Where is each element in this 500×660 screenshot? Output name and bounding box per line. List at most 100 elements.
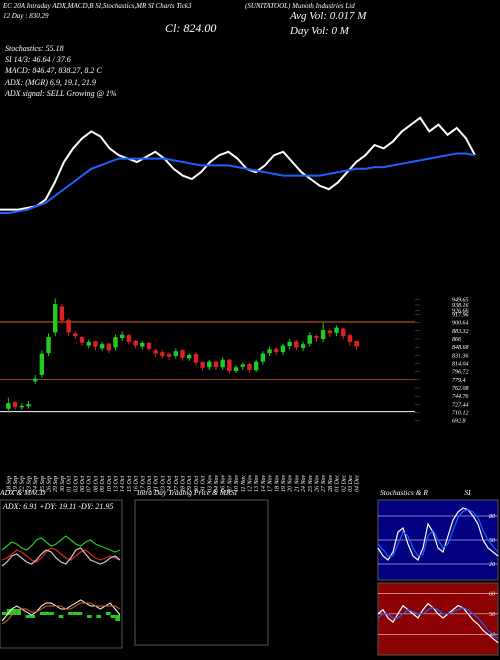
x-tick-label: 23 Sep [26, 476, 32, 492]
x-tick-label: 23 Oct [160, 476, 166, 492]
y-tick-label: 926.66 [452, 308, 469, 314]
x-tick-label: 01 Dec [335, 475, 341, 492]
candle-body [26, 404, 31, 407]
candle-body [146, 342, 152, 349]
x-tick-label: 26 Sep [47, 476, 53, 492]
candle-body [120, 334, 125, 339]
x-tick-label: 15 Oct [127, 476, 133, 492]
candle-body [294, 341, 299, 348]
candle-body [354, 340, 359, 347]
x-tick-label: 19 Nov [281, 474, 287, 492]
info-line: ADX: (MGR) 6.9, 19.1, 21.9 [4, 78, 96, 87]
candle-body [334, 327, 339, 333]
series-line [377, 607, 499, 640]
y-tick-label: 949.65 [452, 297, 469, 304]
y-tick-label: 50 [489, 538, 495, 544]
day-vol: Day Vol: 0 M [289, 25, 350, 37]
series-line [0, 152, 476, 214]
x-tick-label: 25 Nov [308, 474, 314, 492]
series-line [377, 507, 499, 561]
series-line [1, 535, 121, 553]
close: Cl: 824.00 [165, 21, 216, 35]
histogram-bar [86, 615, 92, 618]
panel-title: Intra Day Trading Price & MR [136, 488, 231, 497]
info-line: ADX signal: SELL Growing @ 1% [4, 89, 117, 98]
candle-body [180, 350, 185, 358]
histogram-bar [44, 612, 50, 615]
x-tick-label: 20 Oct [147, 476, 153, 492]
y-tick-label: 727.44 [452, 401, 469, 408]
x-tick-label: 01 Oct [67, 476, 73, 492]
x-tick-label: 21 Nov [294, 474, 300, 492]
x-tick-label: 04 Nov [213, 474, 220, 492]
candle-body [186, 355, 192, 359]
x-tick-label: 26 Nov [314, 474, 320, 492]
x-tick-label: 30 Oct [194, 476, 200, 493]
candle-body [173, 351, 179, 356]
histogram-bar [110, 615, 116, 618]
y-tick-label: 80 [489, 514, 495, 520]
x-tick-label: 04 Dec [354, 475, 361, 492]
y-tick-label: 762.08 [452, 386, 469, 392]
y-tick-label: 917.96 [452, 312, 469, 318]
symbol: (SUNITATOOL) Munoth Industries Ltd [245, 2, 355, 10]
candle-body [59, 306, 65, 321]
panel-title: Stochastics & R [380, 488, 428, 497]
candle-body [66, 320, 71, 333]
info-line: Stochastics: 55.18 [5, 44, 64, 53]
x-tick-label: 03 Dec [348, 475, 354, 492]
x-tick-label: 19 Sep [13, 476, 19, 492]
candle-body [253, 361, 259, 371]
ema: 12 Day : 830.29 [3, 12, 49, 20]
series-line [1, 547, 121, 567]
histogram-bar [77, 612, 83, 615]
candle-body [320, 330, 326, 339]
candle-body [32, 378, 38, 382]
candle-body [300, 344, 306, 348]
y-tick-label: 938.16 [452, 303, 469, 309]
candle-body [140, 342, 145, 347]
x-tick-label: 28 Nov [328, 474, 334, 492]
candle-body [19, 405, 24, 408]
candle-body [267, 349, 272, 354]
x-tick-label: 24 Sep [32, 476, 39, 492]
x-tick-label: 21 Oct [154, 476, 160, 492]
x-tick-label: 29 Sep [53, 476, 59, 492]
histogram-bar [68, 612, 73, 615]
candle-body [207, 361, 212, 368]
y-tick-label: 710.12 [452, 411, 469, 417]
candle-body [260, 353, 266, 362]
candle-body [73, 333, 78, 337]
histogram-bar [25, 615, 31, 618]
x-tick-label: 02 Dec [341, 475, 347, 492]
candle-body [227, 359, 232, 372]
series-line [1, 547, 121, 563]
info-line: MACD: 846.47, 838.27, 8.2 C [4, 66, 102, 75]
x-tick-label: 14 Oct [119, 476, 126, 492]
candle-body [153, 350, 158, 354]
y-tick-label: 866 [452, 337, 461, 343]
panel-title: ADX & MACD [0, 488, 46, 497]
candle-body [327, 330, 333, 334]
candle-body [160, 352, 165, 356]
candle-body [6, 403, 11, 409]
histogram-bar [58, 615, 64, 618]
candle-body [46, 337, 51, 354]
candle-body [53, 304, 58, 333]
histogram-bar [16, 609, 21, 615]
x-tick-label: 16 Oct [134, 476, 140, 492]
y-tick-label: 900.64 [452, 320, 469, 327]
candle-body [79, 337, 85, 343]
series-line [377, 602, 499, 644]
x-tick-label: 17 Oct [140, 476, 146, 492]
candle-body [341, 328, 346, 337]
candle-body [247, 363, 252, 371]
x-tick-label: 13 Oct [114, 476, 120, 492]
histogram-bar [115, 615, 120, 621]
x-tick-label: 20 Nov [288, 474, 294, 492]
info-line: SI 14/3: 46.64 / 37.6 [5, 55, 71, 64]
y-tick-label: 692.8 [452, 419, 466, 425]
candle-body [133, 340, 138, 346]
candle-body [126, 335, 132, 342]
x-tick-label: 17 Nov [268, 474, 274, 492]
